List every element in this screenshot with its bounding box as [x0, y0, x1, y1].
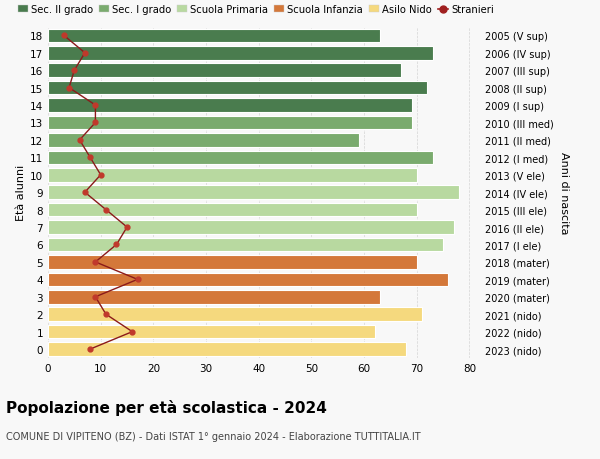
Bar: [48, 29, 380, 43]
Y-axis label: Anni di nascita: Anni di nascita: [559, 151, 569, 234]
Bar: [48, 99, 412, 112]
Bar: [48, 291, 380, 304]
Bar: [48, 151, 433, 165]
Bar: [48, 134, 359, 147]
Y-axis label: Età alunni: Età alunni: [16, 165, 26, 221]
Bar: [48, 273, 448, 286]
Bar: [48, 325, 374, 339]
Legend: Sec. II grado, Sec. I grado, Scuola Primaria, Scuola Infanzia, Asilo Nido, Stran: Sec. II grado, Sec. I grado, Scuola Prim…: [14, 1, 498, 19]
Bar: [48, 256, 417, 269]
Text: Popolazione per età scolastica - 2024: Popolazione per età scolastica - 2024: [6, 399, 327, 415]
Bar: [48, 117, 412, 130]
Bar: [48, 168, 417, 182]
Bar: [48, 203, 417, 217]
Bar: [48, 238, 443, 252]
Bar: [48, 64, 401, 78]
Bar: [48, 186, 459, 200]
Bar: [48, 221, 454, 235]
Bar: [48, 47, 433, 61]
Text: COMUNE DI VIPITENO (BZ) - Dati ISTAT 1° gennaio 2024 - Elaborazione TUTTITALIA.I: COMUNE DI VIPITENO (BZ) - Dati ISTAT 1° …: [6, 431, 421, 442]
Bar: [48, 82, 427, 95]
Bar: [48, 342, 406, 356]
Bar: [48, 308, 422, 321]
